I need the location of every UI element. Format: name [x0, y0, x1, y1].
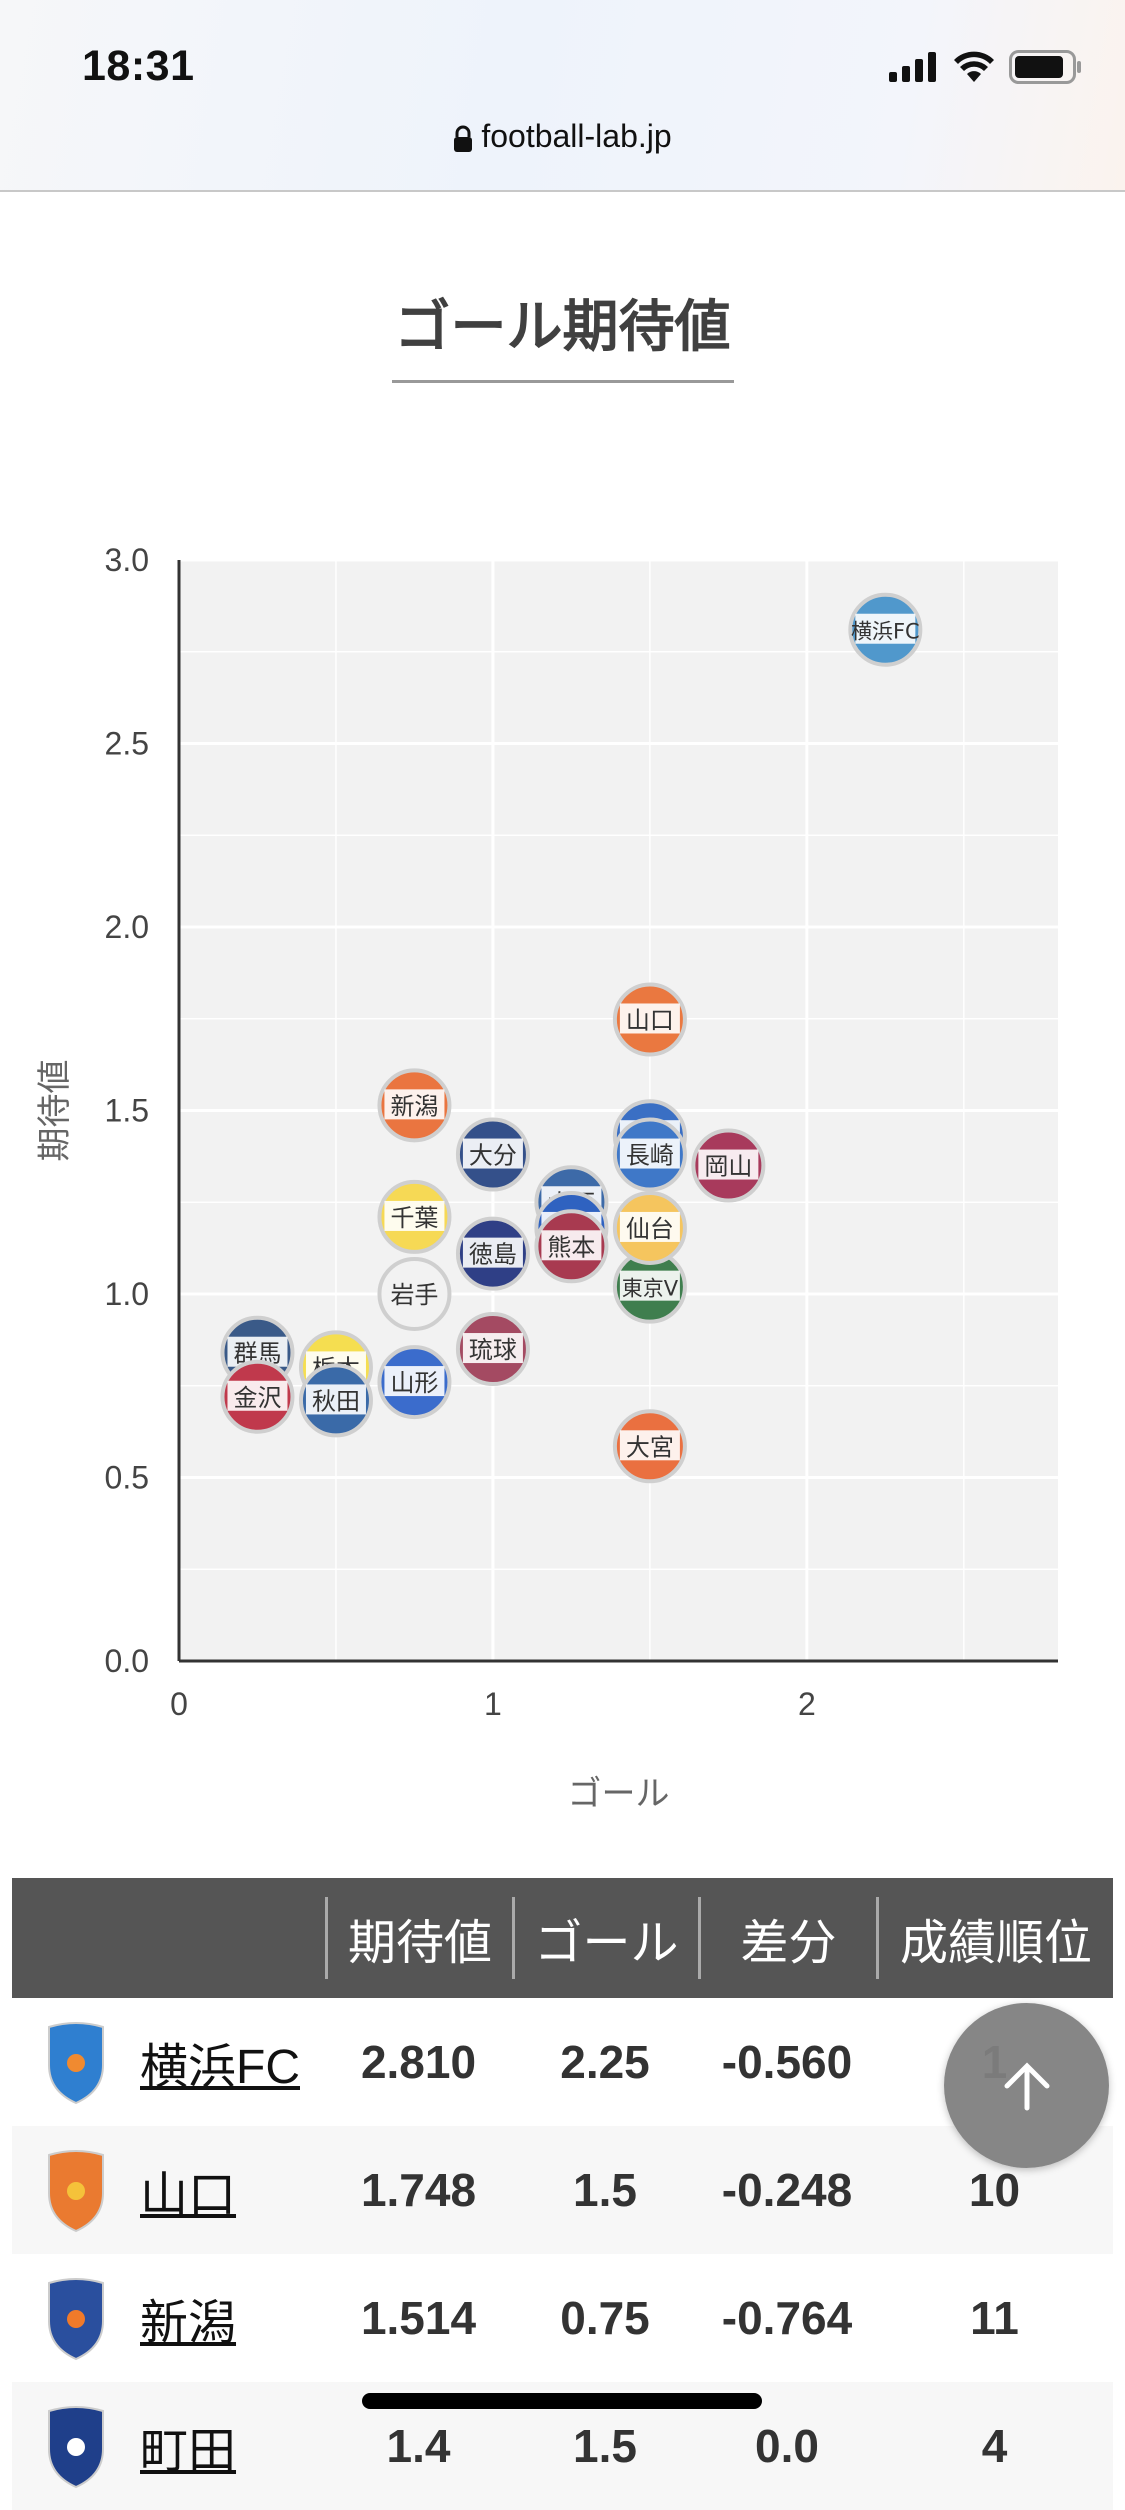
x-tick-label: 0 — [170, 1686, 188, 1722]
data-label-bg — [384, 1200, 445, 1231]
xg-value: 1.748 — [360, 2164, 477, 2216]
rank-value: 4 — [981, 2420, 1008, 2472]
data-label-bg — [384, 1366, 445, 1397]
x-tick-label: 2 — [798, 1686, 816, 1722]
data-label-bg — [541, 1230, 602, 1261]
x-axis-label: ゴール — [568, 1774, 670, 1814]
title-underline — [392, 380, 734, 383]
data-label-bg — [462, 1138, 523, 1169]
data-label-bg — [462, 1333, 523, 1364]
wifi-icon — [954, 51, 994, 82]
xg-value: 1.514 — [360, 2292, 477, 2344]
goals-value: 2.25 — [560, 2036, 650, 2088]
data-label: 山形 — [390, 1369, 438, 1397]
data-label: 長崎 — [626, 1142, 674, 1170]
rank-value: 11 — [970, 2292, 1019, 2344]
arrow-up-icon — [1004, 2061, 1049, 2110]
y-tick-label: 3.0 — [105, 542, 149, 578]
header-goals[interactable]: ゴール — [512, 1897, 698, 1979]
x-tick-label: 1 — [484, 1686, 502, 1722]
system-icons — [889, 50, 1083, 84]
y-axis-label: 期待値 — [35, 1060, 75, 1162]
data-point — [377, 1257, 452, 1331]
data-label-bg — [619, 1270, 680, 1301]
scroll-to-top-button[interactable] — [944, 2003, 1109, 2168]
url-text: football-lab.jp — [481, 118, 672, 154]
data-label: 金沢 — [233, 1384, 281, 1412]
team-name-link[interactable]: 新潟 — [140, 2297, 237, 2350]
data-label-bg — [619, 1430, 680, 1461]
y-tick-label: 1.0 — [105, 1276, 149, 1312]
y-tick-label: 0.5 — [105, 1460, 149, 1496]
team-logo-icon — [48, 2278, 104, 2361]
page-title: ゴール期待値 — [394, 295, 731, 358]
data-label: 横浜FC — [851, 620, 920, 644]
team-logo — [12, 2147, 140, 2233]
xg-table: 期待値 ゴール 差分 成績順位 横浜FC2.8102.25-0.5601山口1.… — [12, 1878, 1113, 2510]
team-logo — [12, 2403, 140, 2489]
browser-status-bar: 18:31 football-lab.jp — [0, 0, 1125, 192]
table-header: 期待値 ゴール 差分 成績順位 — [12, 1878, 1113, 1998]
table-row: 新潟 1.514 0.75 -0.764 11 — [12, 2254, 1113, 2382]
data-label-bg — [305, 1384, 366, 1415]
data-label-bg — [619, 1211, 680, 1242]
diff-value: -0.560 — [721, 2036, 853, 2088]
diff-value: -0.248 — [721, 2164, 853, 2216]
xg-scatter-chart: 0.00.51.01.52.02.53.0012ゴール期待値群馬栃木金沢秋田山形… — [35, 542, 1058, 1814]
team-logo-icon — [48, 2150, 104, 2233]
data-label-bg — [462, 1237, 523, 1268]
y-tick-label: 2.5 — [105, 726, 149, 762]
header-rank[interactable]: 成績順位 — [876, 1897, 1113, 1979]
data-label: 琉球 — [469, 1336, 517, 1364]
xg-value: 2.810 — [360, 2036, 477, 2088]
team-logo — [12, 2019, 140, 2105]
header-diff[interactable]: 差分 — [698, 1897, 876, 1979]
data-label-bg — [619, 1003, 680, 1034]
data-label: 岡山 — [704, 1153, 752, 1181]
clock: 18:31 — [82, 42, 195, 90]
data-label: 新潟 — [390, 1092, 438, 1120]
data-label-bg — [384, 1089, 445, 1120]
data-label-bg — [698, 1149, 759, 1180]
header-xg[interactable]: 期待値 — [325, 1897, 512, 1979]
table-row: 山口 1.748 1.5 -0.248 10 — [12, 2126, 1113, 2254]
data-label: 千葉 — [390, 1204, 438, 1232]
data-label: 仙台 — [626, 1215, 674, 1243]
data-label-bg — [227, 1380, 288, 1411]
data-label: 東京V — [622, 1277, 679, 1301]
rank-value: 10 — [968, 2164, 1021, 2216]
data-label: 大宮 — [626, 1433, 674, 1461]
goals-value: 1.5 — [573, 2420, 637, 2472]
address-bar[interactable]: football-lab.jp — [0, 118, 1125, 155]
y-tick-label: 0.0 — [105, 1643, 149, 1679]
data-label-bg — [855, 613, 916, 644]
lock-icon — [454, 125, 473, 152]
y-tick-label: 1.5 — [105, 1093, 149, 1129]
xg-value: 1.4 — [386, 2420, 451, 2472]
data-label: 徳島 — [469, 1241, 517, 1269]
goals-value: 1.5 — [573, 2164, 637, 2216]
team-name-link[interactable]: 横浜FC — [140, 2041, 300, 2094]
data-label: 岩手 — [390, 1281, 438, 1309]
team-name-link[interactable]: 町田 — [140, 2425, 237, 2478]
goals-value: 0.75 — [560, 2292, 650, 2344]
team-logo-icon — [48, 2022, 104, 2105]
team-logo — [12, 2275, 140, 2361]
data-label-bg — [619, 1138, 680, 1169]
diff-value: -0.764 — [721, 2292, 853, 2344]
home-indicator — [362, 2393, 762, 2409]
table-body: 横浜FC2.8102.25-0.5601山口1.7481.5-0.24810新潟… — [12, 1998, 1113, 2510]
y-tick-label: 2.0 — [105, 909, 149, 945]
data-label: 秋田 — [312, 1387, 360, 1415]
team-logo-icon — [48, 2406, 104, 2489]
data-label: 大分 — [469, 1142, 517, 1170]
team-name-link[interactable]: 山口 — [140, 2169, 237, 2222]
data-label: 山口 — [626, 1006, 674, 1034]
signal-icon — [889, 52, 936, 82]
data-label: 熊本 — [547, 1233, 595, 1261]
diff-value: 0.0 — [755, 2420, 819, 2472]
battery-icon — [1009, 50, 1081, 84]
